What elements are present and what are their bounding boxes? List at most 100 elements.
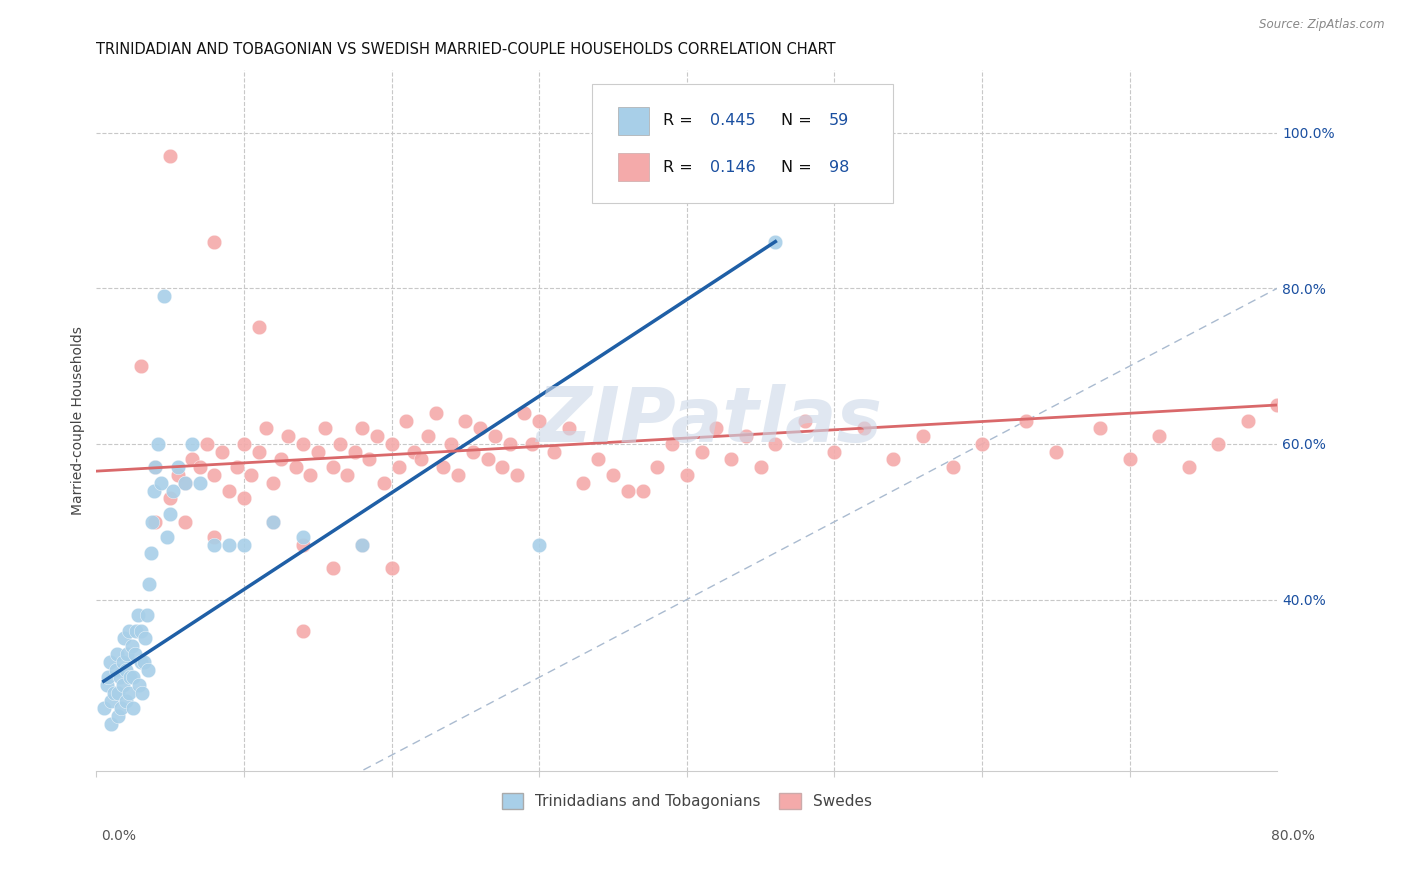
Point — [107, 686, 129, 700]
Point — [159, 491, 181, 506]
Point — [749, 460, 772, 475]
Point — [395, 413, 418, 427]
Point — [145, 460, 167, 475]
Point — [882, 452, 904, 467]
Point — [277, 429, 299, 443]
Point — [513, 406, 536, 420]
Point — [141, 515, 163, 529]
Point — [162, 483, 184, 498]
Point — [852, 421, 875, 435]
Point — [645, 460, 668, 475]
Point — [127, 608, 149, 623]
Point — [631, 483, 654, 498]
Point — [411, 452, 433, 467]
Point — [166, 468, 188, 483]
Point — [111, 678, 134, 692]
Point — [292, 437, 315, 451]
Point — [352, 538, 374, 552]
Point — [124, 647, 146, 661]
Text: 98: 98 — [828, 160, 849, 175]
Text: N =: N = — [782, 113, 817, 128]
Point — [616, 483, 638, 498]
Point — [108, 670, 131, 684]
Point — [1118, 452, 1140, 467]
Point — [1147, 429, 1170, 443]
FancyBboxPatch shape — [619, 107, 650, 135]
Point — [1177, 460, 1199, 475]
Text: 0.0%: 0.0% — [101, 829, 136, 843]
Text: 80.0%: 80.0% — [1271, 829, 1315, 843]
Point — [118, 624, 141, 638]
Point — [156, 530, 179, 544]
Point — [911, 429, 934, 443]
Point — [263, 515, 285, 529]
Point — [218, 483, 240, 498]
Point — [704, 421, 727, 435]
Point — [145, 515, 167, 529]
Point — [104, 663, 127, 677]
Point — [103, 686, 125, 700]
Point — [120, 670, 142, 684]
Point — [233, 437, 256, 451]
Point — [100, 693, 122, 707]
Point — [366, 429, 388, 443]
Point — [153, 289, 176, 303]
Point — [159, 149, 181, 163]
Point — [1206, 437, 1229, 451]
Text: R =: R = — [664, 113, 697, 128]
Point — [93, 701, 115, 715]
Point — [129, 655, 152, 669]
Point — [247, 320, 270, 334]
Point — [447, 468, 470, 483]
Point — [373, 475, 395, 490]
Point — [138, 577, 160, 591]
Legend: Trinidadians and Tobagonians, Swedes: Trinidadians and Tobagonians, Swedes — [496, 787, 877, 815]
Text: N =: N = — [782, 160, 817, 175]
Point — [527, 413, 550, 427]
Point — [204, 468, 226, 483]
Point — [247, 444, 270, 458]
Point — [135, 608, 157, 623]
Point — [381, 437, 404, 451]
Point — [1265, 398, 1288, 412]
Point — [225, 460, 247, 475]
Point — [359, 452, 381, 467]
Point — [115, 693, 138, 707]
FancyBboxPatch shape — [592, 85, 893, 203]
Point — [299, 468, 322, 483]
Point — [174, 475, 197, 490]
Point — [121, 639, 143, 653]
Point — [122, 670, 145, 684]
Point — [586, 452, 609, 467]
Point — [454, 413, 477, 427]
Point — [263, 515, 285, 529]
Point — [115, 663, 138, 677]
Text: ZIPatlas: ZIPatlas — [537, 384, 883, 458]
Point — [763, 437, 786, 451]
Text: 0.445: 0.445 — [710, 113, 756, 128]
Point — [307, 444, 329, 458]
Point — [793, 413, 815, 427]
Point — [118, 686, 141, 700]
Point — [477, 452, 499, 467]
Point — [150, 475, 173, 490]
Point — [690, 444, 713, 458]
Point — [461, 444, 484, 458]
Point — [720, 452, 742, 467]
Point — [166, 460, 188, 475]
Point — [661, 437, 683, 451]
Point — [1015, 413, 1038, 427]
Point — [292, 538, 315, 552]
Point — [139, 546, 162, 560]
Point — [110, 701, 132, 715]
Point — [96, 678, 118, 692]
Point — [498, 437, 520, 451]
Point — [520, 437, 543, 451]
Point — [322, 460, 344, 475]
Point — [263, 475, 285, 490]
Point — [129, 624, 152, 638]
Point — [159, 507, 181, 521]
Point — [100, 717, 122, 731]
Point — [112, 632, 135, 646]
Point — [131, 686, 153, 700]
